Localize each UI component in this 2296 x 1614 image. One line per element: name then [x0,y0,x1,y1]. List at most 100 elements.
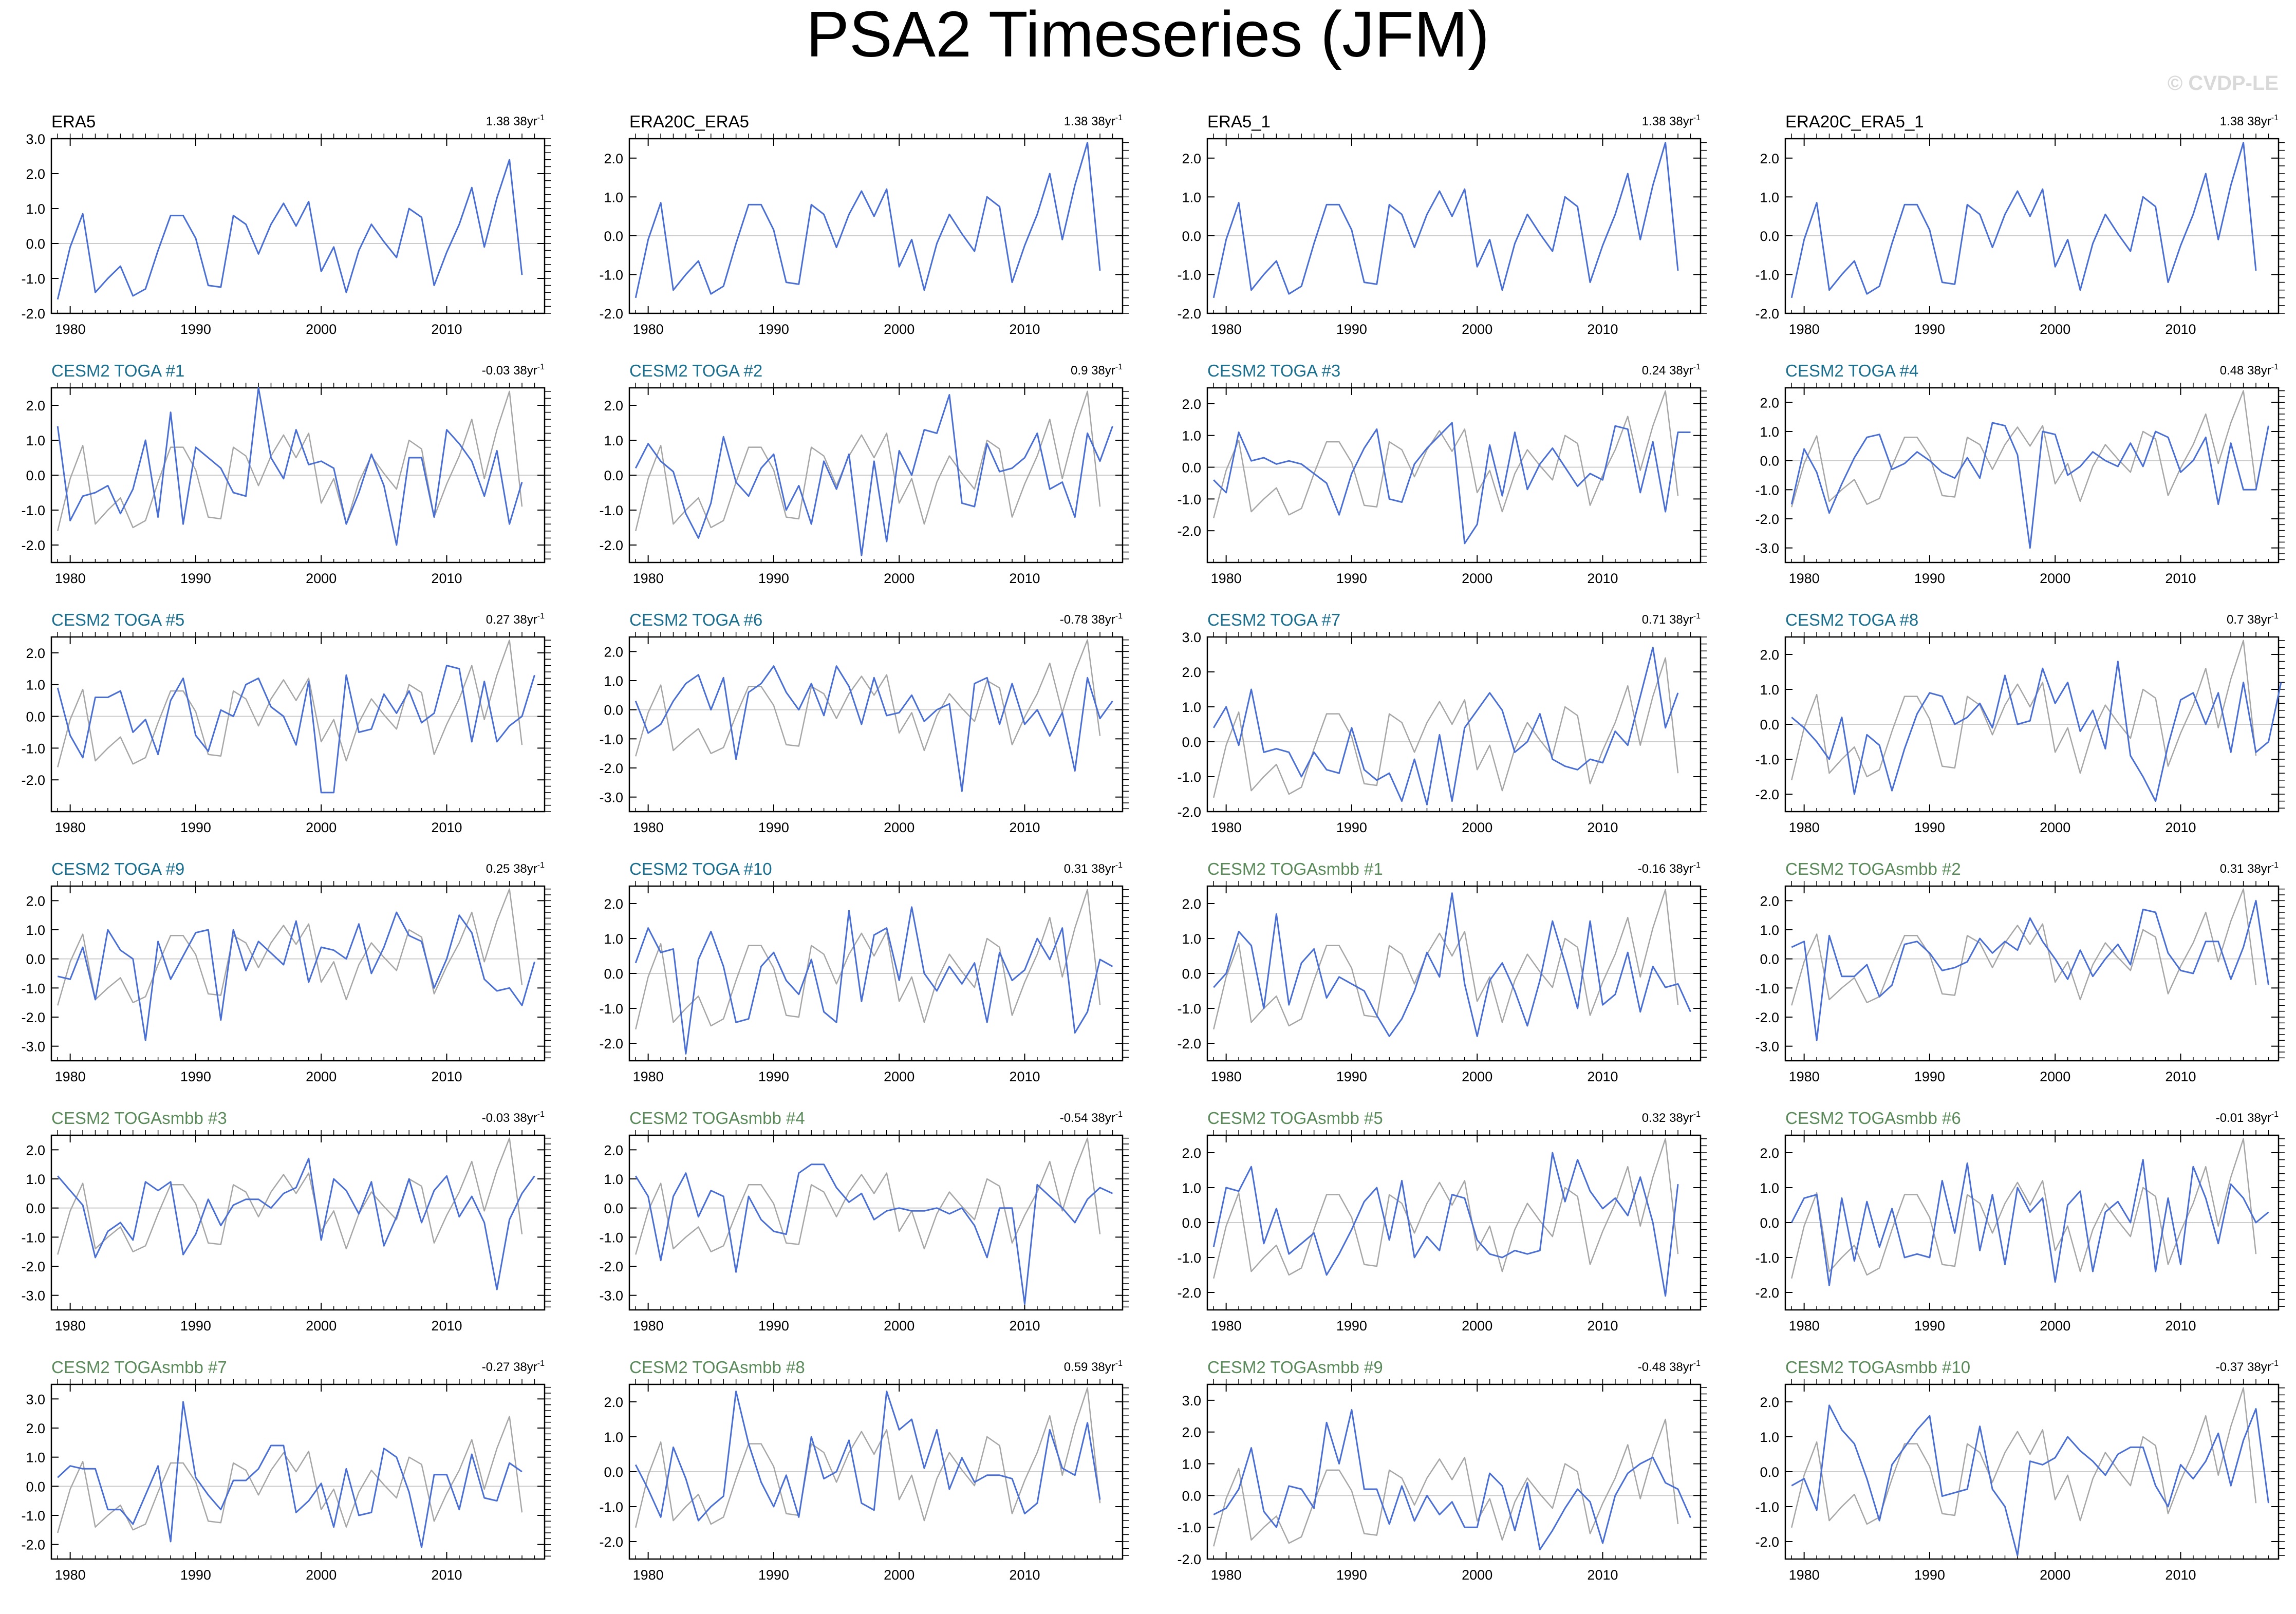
y-tick-label: -1.0 [1755,267,1779,283]
y-tick-label: 2.0 [1182,151,1201,166]
y-tick-label: 2.0 [1760,1146,1779,1161]
y-tick-label: 1.0 [604,673,623,689]
x-tick-label: 2000 [306,1318,337,1334]
x-tick-label: 1980 [55,1318,86,1334]
y-tick-label: -2.0 [1177,1036,1201,1052]
model-series-line [634,906,1113,1055]
x-tick-label: 1990 [1914,1567,1945,1583]
x-tick-label: 2010 [431,322,462,337]
panel-title: ERA5_1 [1207,112,1271,131]
x-tick-label: 1990 [758,322,789,337]
x-tick-label: 2000 [884,322,914,337]
model-series-line [1791,1404,2269,1556]
plot-frame [50,138,546,314]
y-tick-label: -2.0 [1177,1552,1201,1567]
x-tick-label: 2010 [1587,1318,1618,1334]
y-tick-label: 0.0 [26,1201,45,1216]
y-tick-label: -1.0 [599,503,623,518]
y-tick-label: -2.0 [1755,1534,1779,1550]
plot-frame [50,885,546,1062]
y-tick-label: 2.0 [26,166,45,182]
chart-panel: CESM2 TOGAsmbb #8 0.59 38yr-1 2.0 1.0 0.0 -1.… [599,1358,1129,1583]
trend-label: -0.27 38yr-1 [482,1359,545,1374]
y-tick-label: 1.0 [604,1172,623,1187]
plot-frame [1206,636,1702,813]
chart-panel: CESM2 TOGA #7 0.71 38yr-1 3.0 2.0 1.0 0.0 -1.0… [1177,610,1707,835]
y-tick-label: -2.0 [599,1534,623,1550]
y-tick-label: 0.0 [1760,1215,1779,1231]
x-tick-label: 1980 [1789,1069,1820,1084]
plot-frame [628,138,1124,314]
y-tick-label: 0.0 [604,1465,623,1480]
y-tick-label: -3.0 [21,1288,45,1304]
x-tick-label: 2000 [2040,1069,2070,1084]
x-tick-label: 2010 [2165,1069,2196,1084]
chart-panel: CESM2 TOGA #10 0.31 38yr-1 2.0 1.0 0.0 -1.0 -2… [599,859,1129,1084]
x-tick-label: 2000 [1462,322,1492,337]
y-tick-label: -2.0 [599,306,623,322]
x-tick-label: 2010 [1009,571,1040,586]
y-tick-label: 2.0 [26,1142,45,1158]
x-tick-label: 1990 [1914,820,1945,835]
panel-title: CESM2 TOGA #6 [629,610,762,629]
y-tick-label: -3.0 [1755,1039,1779,1055]
plot-frame [1784,885,2280,1062]
model-series-line [57,911,535,1041]
y-tick-label: -1.0 [599,1001,623,1017]
y-tick-label: -1.0 [21,1508,45,1524]
trend-label: 0.9 38yr-1 [1071,363,1123,378]
x-tick-label: 2000 [306,322,337,337]
model-series-line [57,387,523,546]
y-tick-label: 1.0 [1760,1430,1779,1445]
model-series-line [1212,142,1679,298]
x-tick-label: 2000 [1462,820,1492,835]
trend-label: 0.32 38yr-1 [1642,1110,1701,1125]
y-tick-label: -2.0 [1755,512,1779,527]
x-tick-label: 2000 [884,1567,914,1583]
x-tick-label: 1990 [1914,322,1945,337]
y-tick-label: 0.0 [1182,460,1201,476]
model-series-line [1791,661,2282,802]
y-tick-label: 2.0 [604,644,623,660]
chart-panel: CESM2 TOGA #9 0.25 38yr-1 2.0 1.0 0.0 -1.0 -2.… [21,859,551,1084]
y-tick-label: 0.0 [1182,735,1201,750]
x-tick-label: 2000 [2040,571,2070,586]
reference-series-line [57,1416,523,1533]
trend-label: 0.48 38yr-1 [2220,363,2279,378]
reference-series-line [1212,1138,1679,1279]
chart-panel: CESM2 TOGAsmbb #1 -0.16 38yr-1 2.0 1.0 0.0 -1… [1177,859,1707,1084]
model-series-line [634,142,1101,298]
y-tick-label: 3.0 [1182,630,1201,645]
x-tick-label: 2000 [1462,1069,1492,1084]
x-tick-label: 1980 [1789,322,1820,337]
trend-label: -0.03 38yr-1 [482,1110,545,1125]
trend-label: -0.37 38yr-1 [2216,1359,2279,1374]
x-tick-label: 1980 [55,571,86,586]
chart-panel: CESM2 TOGA #8 0.7 38yr-1 2.0 1.0 0.0 -1.0 -2.0… [1755,610,2285,835]
x-tick-label: 2010 [1009,1318,1040,1334]
x-tick-label: 1990 [1336,1567,1367,1583]
x-tick-label: 1990 [1336,1069,1367,1084]
y-tick-label: 2.0 [1760,647,1779,663]
x-tick-label: 1990 [180,571,211,586]
x-tick-label: 1990 [758,1567,789,1583]
y-tick-label: -2.0 [21,306,45,322]
trend-label: -0.01 38yr-1 [2216,1110,2279,1125]
y-tick-label: 1.0 [1182,1457,1201,1472]
x-tick-label: 1990 [180,1318,211,1334]
x-tick-label: 1990 [180,1069,211,1084]
x-tick-label: 2000 [306,820,337,835]
y-tick-label: -1.0 [599,1230,623,1245]
panel-title: CESM2 TOGA #8 [1785,610,1918,629]
x-tick-label: 2000 [2040,1318,2070,1334]
y-tick-label: -1.0 [21,271,45,287]
x-tick-label: 1980 [1789,1567,1820,1583]
y-tick-label: 1.0 [1182,190,1201,205]
y-tick-label: 2.0 [604,151,623,166]
reference-series-line [1212,390,1679,518]
trend-label: 0.7 38yr-1 [2227,612,2279,627]
x-tick-label: 1980 [1789,1318,1820,1334]
x-tick-label: 1990 [1336,322,1367,337]
model-series-line [1213,422,1691,545]
